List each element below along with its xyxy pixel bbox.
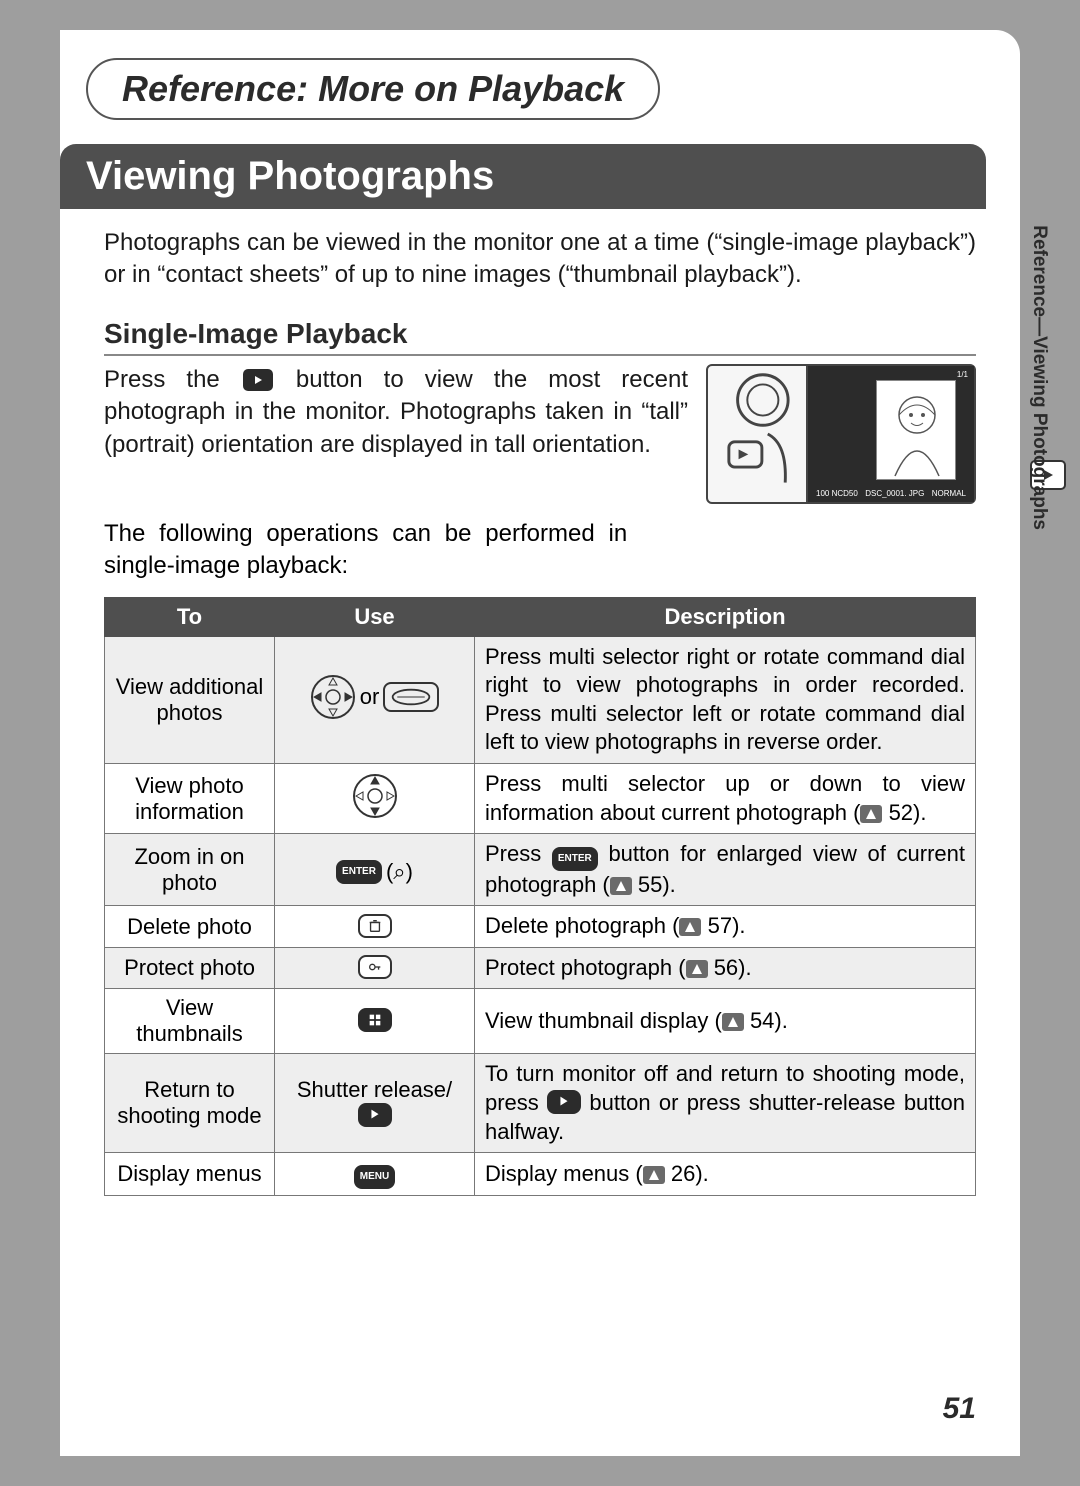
page-ref-icon — [610, 877, 632, 895]
trash-icon — [358, 914, 392, 938]
page-ref-icon — [686, 960, 708, 978]
body-row: Press the button to view the most recent… — [104, 364, 976, 504]
lcd-quality: NORMAL — [932, 489, 966, 498]
to-cell: View photo information — [105, 763, 275, 833]
use-cell — [275, 906, 475, 948]
table-row: View thumbnails View thumbnail display ( … — [105, 989, 976, 1054]
page-ref-icon — [722, 1013, 744, 1031]
th-desc: Description — [475, 597, 976, 636]
to-cell: Zoom in on photo — [105, 834, 275, 906]
intro-paragraph: Photographs can be viewed in the monitor… — [104, 227, 976, 292]
body-paragraph-2: The following operations can be performe… — [104, 518, 627, 583]
or-label: or — [360, 684, 380, 710]
use-cell: ENTER (⌕) — [275, 834, 475, 906]
shutter-label: Shutter release/ — [285, 1077, 464, 1103]
desc-cell: Delete photograph ( 57). — [475, 906, 976, 948]
command-dial-icon — [383, 682, 439, 712]
th-to: To — [105, 597, 275, 636]
use-cell — [275, 947, 475, 989]
use-cell — [275, 763, 475, 833]
chapter-title: Reference: More on Playback — [86, 58, 660, 120]
table-row: Zoom in on photoENTER (⌕)Press ENTER but… — [105, 834, 976, 906]
table-row: Protect photo Protect photograph ( 56). — [105, 947, 976, 989]
use-cell: Shutter release/ — [275, 1054, 475, 1153]
subsection-title: Single-Image Playback — [104, 318, 976, 356]
desc-cell: View thumbnail display ( 54). — [475, 989, 976, 1054]
camera-body — [708, 366, 808, 502]
lcd-photo — [876, 380, 956, 480]
enter-pill: ENTER — [336, 860, 382, 884]
desc-cell: To turn monitor off and return to shooti… — [475, 1054, 976, 1153]
table-row: Delete photo Delete photograph ( 57). — [105, 906, 976, 948]
camera-lcd: 1/1 100 NCD50 DSC_0001. JPG NORMAL — [808, 366, 974, 502]
lcd-info: 100 NCD50 DSC_0001. JPG NORMAL — [816, 489, 966, 498]
desc-cell: Press multi selector up or down to view … — [475, 763, 976, 833]
table-row: Return to shooting mode Shutter release/T… — [105, 1054, 976, 1153]
desc-cell: Protect photograph ( 56). — [475, 947, 976, 989]
table-row: Display menus MENU Display menus ( 26). — [105, 1153, 976, 1196]
key-icon — [358, 955, 392, 979]
camera-illustration: 1/1 100 NCD50 DSC_0001. JPG NORMAL — [706, 364, 976, 504]
use-cell — [275, 989, 475, 1054]
zoom-suffix: (⌕) — [386, 859, 413, 885]
to-cell: Display menus — [105, 1153, 275, 1196]
operations-table: To Use Description View additional photo… — [104, 597, 976, 1196]
lcd-folder: 100 NCD50 — [816, 489, 858, 498]
lcd-file: DSC_0001. JPG — [865, 489, 924, 498]
page-ref-icon — [860, 805, 882, 823]
section-title: Viewing Photographs — [60, 144, 986, 209]
manual-page: Reference: More on Playback Viewing Phot… — [60, 30, 1020, 1456]
menu-pill: MENU — [354, 1165, 395, 1189]
side-tab-label: Reference—Viewing Photographs — [1028, 225, 1050, 530]
play-icon — [358, 1103, 392, 1127]
to-cell: View thumbnails — [105, 989, 275, 1054]
page-number: 51 — [943, 1392, 976, 1426]
use-cell: or — [275, 636, 475, 763]
body-paragraph-1: Press the button to view the most recent… — [104, 364, 688, 504]
enter-pill-inline: ENTER — [552, 847, 598, 871]
side-tab: Reference—Viewing Photographs — [1020, 0, 1080, 1486]
to-cell: Delete photo — [105, 906, 275, 948]
th-use: Use — [275, 597, 475, 636]
to-cell: Protect photo — [105, 947, 275, 989]
desc-cell: Press ENTER button for enlarged view of … — [475, 834, 976, 906]
to-cell: Return to shooting mode — [105, 1054, 275, 1153]
grid-icon — [358, 1008, 392, 1032]
use-cell: MENU — [275, 1153, 475, 1196]
to-cell: View additional photos — [105, 636, 275, 763]
lcd-counter: 1/1 — [957, 370, 968, 379]
body-1a: Press the — [104, 366, 241, 393]
table-row: View additional photos or Press multi se… — [105, 636, 976, 763]
play-icon — [243, 369, 273, 391]
page-ref-icon — [679, 918, 701, 936]
page-ref-icon — [643, 1166, 665, 1184]
desc-cell: Display menus ( 26). — [475, 1153, 976, 1196]
play-icon — [547, 1090, 581, 1114]
table-row: View photo information Press multi selec… — [105, 763, 976, 833]
desc-cell: Press multi selector right or rotate com… — [475, 636, 976, 763]
